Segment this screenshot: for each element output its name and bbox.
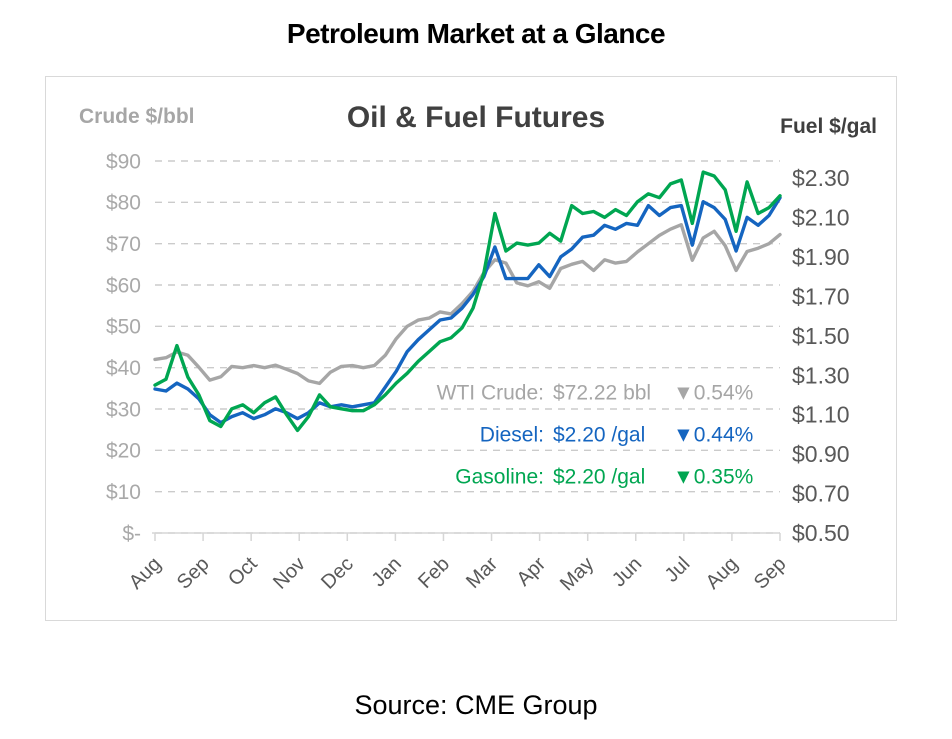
right-axis-tick-label: $2.10 bbox=[792, 204, 850, 230]
left-axis-title: Crude $/bbl bbox=[79, 105, 195, 128]
x-axis-month-label: Nov bbox=[269, 553, 310, 594]
right-axis-tick-label: $1.50 bbox=[792, 323, 850, 349]
left-axis-tick-label: $20 bbox=[106, 440, 141, 463]
x-axis-month-label: Mar bbox=[462, 553, 502, 593]
left-axis-tick-label: $50 bbox=[106, 316, 141, 339]
source-attribution: Source: CME Group bbox=[354, 690, 598, 720]
legend-series-change: ▼0.35% bbox=[673, 465, 753, 488]
legend-series-change: ▼0.54% bbox=[673, 381, 753, 404]
chart-title: Oil & Fuel Futures bbox=[347, 101, 605, 134]
right-axis-tick-label: $1.90 bbox=[792, 244, 850, 270]
right-axis-tick-label: $1.30 bbox=[792, 362, 850, 388]
legend-series-name: Gasoline: bbox=[455, 465, 544, 488]
legend-series-value: $2.20 /gal bbox=[553, 423, 645, 446]
right-axis-tick-label: $2.30 bbox=[792, 165, 850, 191]
right-axis-tick-label: $1.10 bbox=[792, 402, 850, 428]
left-axis-tick-label: $70 bbox=[106, 233, 141, 256]
x-axis-month-label: Sep bbox=[750, 553, 791, 594]
x-axis-month-label: Feb bbox=[414, 553, 454, 593]
left-axis-tick-label: $10 bbox=[106, 481, 141, 504]
gasoline-line bbox=[153, 170, 782, 433]
right-axis-title: Fuel $/gal bbox=[780, 115, 877, 138]
legend-series-name: WTI Crude: bbox=[437, 381, 544, 404]
wti-crude-line bbox=[153, 222, 782, 386]
x-axis-month-label: May bbox=[556, 553, 598, 595]
right-axis-tick-label: $0.70 bbox=[792, 481, 850, 507]
x-axis-month-label: Jun bbox=[608, 553, 646, 591]
right-axis-tick-label: $0.90 bbox=[792, 441, 850, 467]
left-axis-tick-label: $30 bbox=[106, 398, 141, 421]
page-title: Petroleum Market at a Glance bbox=[286, 18, 666, 49]
left-axis-tick-label: $- bbox=[122, 522, 141, 545]
legend-series-change: ▼0.44% bbox=[673, 423, 753, 446]
legend-series-value: $72.22 bbl bbox=[553, 381, 651, 404]
right-axis-tick-label: $0.50 bbox=[792, 520, 850, 546]
x-axis-month-label: Dec bbox=[317, 553, 358, 594]
legend-series-value: $2.20 /gal bbox=[553, 465, 645, 488]
left-axis-tick-label: $90 bbox=[106, 150, 141, 173]
chart-card: $90 $80 $70 $60 $50 $40 $30 $20 $10 $- $2.30 $2.10 $… bbox=[45, 76, 897, 621]
right-axis-tick-label: $1.70 bbox=[792, 283, 850, 309]
legend-series-name: Diesel: bbox=[480, 423, 544, 446]
x-axis-month-label: Oct bbox=[224, 553, 262, 591]
x-axis-month-label: Jan bbox=[368, 553, 406, 591]
x-axis-month-label: Aug bbox=[702, 553, 743, 594]
left-axis-tick-label: $40 bbox=[106, 357, 141, 380]
x-axis-month-label: Apr bbox=[513, 553, 551, 591]
diesel-line bbox=[153, 195, 782, 425]
futures-chart: $90 $80 $70 $60 $50 $40 $30 $20 $10 $- $2.30 $2.10 $… bbox=[79, 101, 877, 595]
x-axis-month-label: Sep bbox=[173, 553, 214, 594]
left-axis-tick-label: $80 bbox=[106, 192, 141, 215]
x-axis-month-label: Jul bbox=[661, 553, 695, 587]
x-axis-month-label: Aug bbox=[125, 553, 166, 594]
left-axis-tick-label: $60 bbox=[106, 274, 141, 297]
